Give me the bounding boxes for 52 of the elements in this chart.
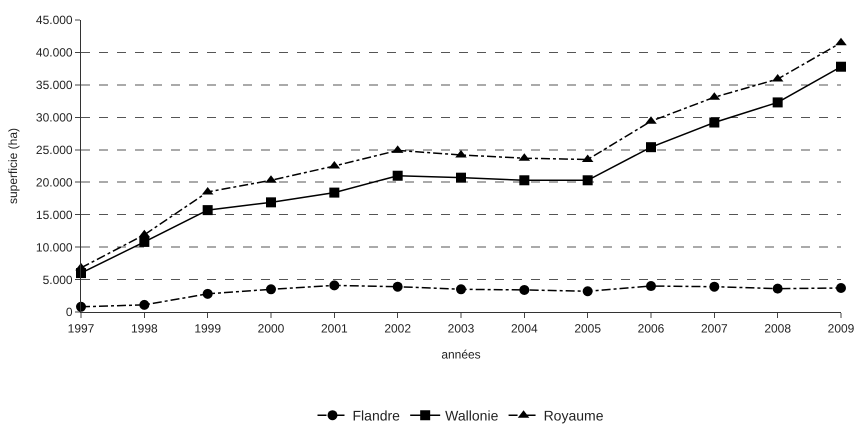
point — [836, 62, 846, 72]
y-tick-label: 35.000 — [36, 78, 73, 92]
point — [202, 288, 213, 299]
y-tick-label: 40.000 — [36, 46, 73, 60]
y-tick-label: 15.000 — [36, 208, 73, 222]
x-tick-label: 2006 — [638, 321, 665, 336]
y-tick-label: 30.000 — [36, 110, 73, 125]
x-axis-title: années — [441, 347, 481, 362]
y-tick-label: 45.000 — [36, 13, 73, 28]
x-tick-label: 2005 — [574, 321, 602, 336]
point — [139, 300, 150, 310]
point — [582, 175, 593, 186]
point — [519, 284, 530, 295]
x-tick-label: 2003 — [448, 321, 475, 336]
legend-label: Royaume — [544, 408, 604, 424]
point — [202, 205, 213, 216]
x-tick-label: 2008 — [764, 321, 792, 336]
y-axis-title: superficie (ha) — [6, 128, 20, 204]
x-tick-label: 2004 — [510, 321, 538, 336]
y-tick-label: 10.000 — [36, 240, 73, 254]
point — [392, 170, 403, 181]
point — [266, 197, 276, 208]
point — [392, 282, 403, 292]
x-tick-label: 2007 — [700, 321, 728, 336]
point — [266, 284, 276, 294]
point — [709, 118, 720, 128]
point — [456, 284, 466, 294]
point — [329, 280, 340, 290]
x-tick-label: 2000 — [258, 321, 285, 336]
x-tick-label: 1998 — [130, 321, 158, 336]
point — [456, 172, 466, 183]
y-tick-label: 25.000 — [36, 142, 73, 157]
point — [646, 142, 656, 152]
point — [329, 188, 340, 198]
x-tick-label: 1997 — [68, 321, 95, 336]
x-tick-label: 2009 — [828, 321, 855, 336]
point — [582, 286, 593, 296]
x-tick-label: 2002 — [384, 321, 412, 336]
point — [836, 282, 846, 293]
x-tick-label: 1999 — [194, 321, 222, 336]
legend-label: Wallonie — [445, 408, 499, 424]
y-tick-label: 20.000 — [36, 175, 73, 190]
point — [646, 281, 656, 292]
y-tick-label: 0 — [66, 305, 73, 320]
point — [139, 236, 150, 247]
point — [709, 282, 720, 292]
point — [519, 175, 530, 186]
point — [772, 284, 783, 294]
y-tick-label: 5.000 — [42, 272, 73, 287]
point — [772, 97, 783, 108]
x-tick-label: 2001 — [320, 321, 348, 336]
legend-label: Flandre — [352, 408, 400, 424]
